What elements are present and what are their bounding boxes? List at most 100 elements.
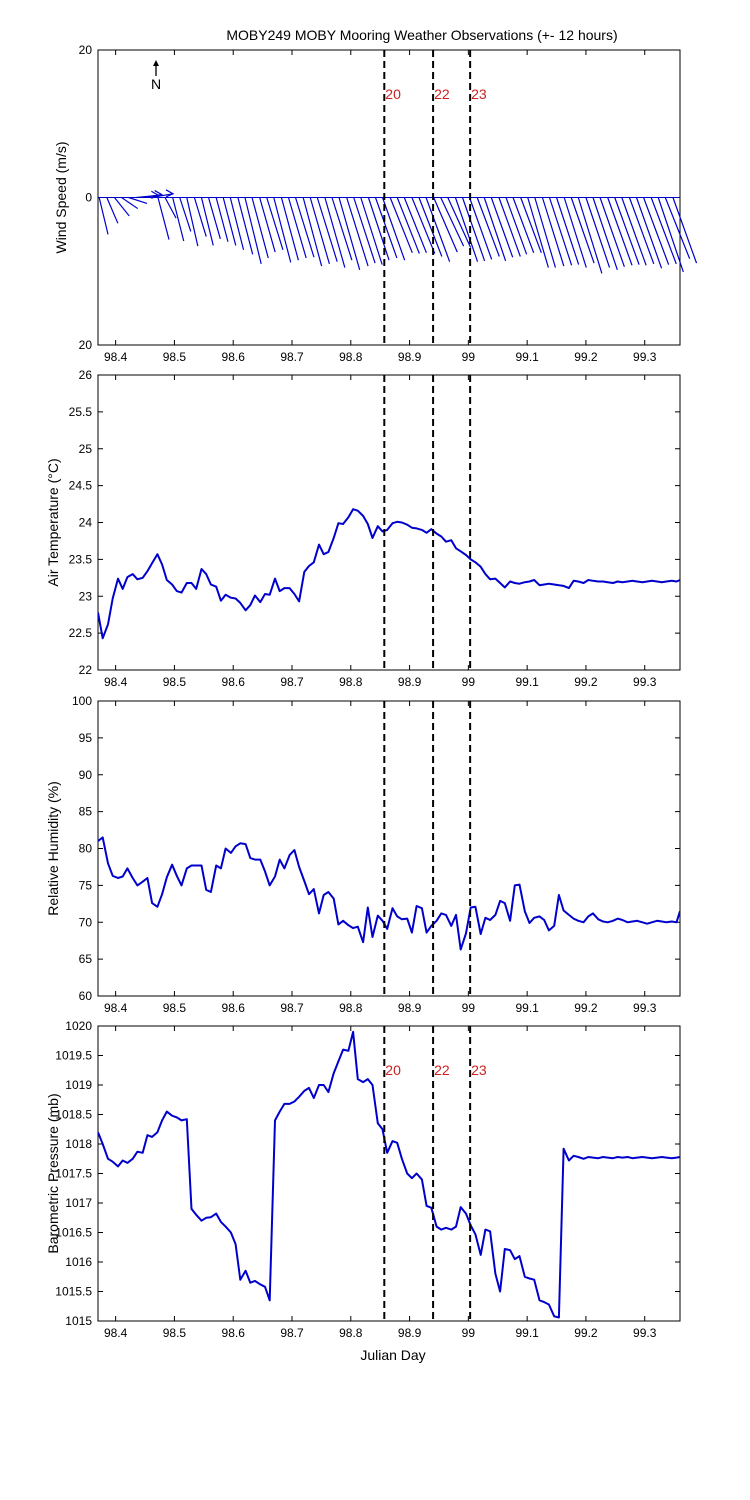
x-tick-label: 99.3	[633, 1001, 657, 1015]
wind-stick	[447, 197, 472, 248]
y-tick-label: 65	[79, 952, 93, 966]
wind-stick	[207, 197, 221, 239]
north-arrowhead-icon	[153, 60, 159, 66]
x-tick-label: 98.7	[280, 1326, 304, 1340]
x-tick-label: 98.9	[398, 675, 422, 689]
wind-stick	[389, 197, 413, 254]
x-tick-label: 99.3	[633, 350, 657, 364]
wind-stick	[433, 197, 458, 253]
x-tick-label: 98.7	[280, 1001, 304, 1015]
chart-panels: 20 0 20 98.4 98.5 98.6 98.7 98.8 98.9 99 99.1 99.2 9…	[45, 43, 698, 1340]
y-tick-label: 23	[79, 589, 93, 603]
wind-stick	[215, 197, 229, 242]
y-tick-label: 75	[79, 878, 93, 892]
x-tick-label: 99.2	[574, 675, 598, 689]
wind-stick	[599, 197, 625, 268]
y-tick-label: 100	[72, 694, 92, 708]
x-tick-label: 98.5	[163, 675, 187, 689]
panel-wind: 20 0 20 98.4 98.5 98.6 98.7 98.8 98.9 99 99.1 99.2 9…	[53, 43, 698, 364]
y-tick-label: 1019.5	[55, 1049, 92, 1063]
wind-stick	[157, 197, 170, 240]
wind-stick	[396, 197, 420, 254]
y-tick-label: 26	[79, 368, 93, 382]
wind-stick	[309, 197, 330, 265]
wind-stick	[650, 197, 677, 265]
y-tick-label: 85	[79, 805, 93, 819]
panel-barometric_pressure: 1015 1015.5 1016 1016.5 1017 1017.5 1018 1018.5…	[45, 1019, 681, 1340]
wind-stick	[113, 197, 130, 217]
wind-stick	[353, 197, 376, 264]
event-marker-label: 22	[434, 86, 450, 102]
x-tick-label: 98.6	[222, 350, 246, 364]
wind-stick	[483, 197, 507, 262]
y-tick-label: 80	[79, 842, 93, 856]
y-tick-label: 1019	[65, 1078, 92, 1092]
wind-stick	[346, 197, 369, 267]
y-tick-label: 22.5	[69, 626, 93, 640]
y-tick-label: 20	[79, 338, 93, 352]
wind-stick	[121, 197, 139, 210]
wind-stick	[172, 197, 185, 242]
wind-stick	[367, 197, 390, 261]
wind-stick	[251, 197, 269, 259]
x-tick-label: 98.9	[398, 1001, 422, 1015]
wind-stick	[150, 193, 174, 199]
wind-stick	[635, 197, 663, 269]
x-tick-label: 99.1	[515, 1001, 539, 1015]
event-marker-label: 23	[471, 86, 487, 102]
wind-stick	[563, 197, 587, 268]
wind-stick	[266, 197, 284, 251]
x-tick-label: 98.9	[398, 350, 422, 364]
y-axis-label: Wind Speed (m/s)	[53, 141, 69, 253]
y-tick-label: 1020	[65, 1019, 92, 1033]
y-tick-label: 1017	[65, 1196, 92, 1210]
wind-stick	[614, 197, 640, 265]
x-tick-label: 98.6	[222, 1001, 246, 1015]
x-tick-label: 98.9	[398, 1326, 422, 1340]
wind-stick	[468, 197, 493, 260]
x-tick-label: 99	[462, 1326, 476, 1340]
wind-stick	[498, 197, 521, 257]
y-tick-label: 70	[79, 915, 93, 929]
x-tick-label: 98.8	[339, 1326, 363, 1340]
wind-stick	[476, 197, 500, 257]
wind-stick	[411, 197, 436, 254]
data-series-line	[98, 1030, 680, 1319]
wind-stick	[280, 197, 299, 261]
wind-stick	[505, 197, 528, 255]
wind-stick	[193, 197, 207, 237]
y-tick-label: 25.5	[69, 405, 93, 419]
x-tick-label: 99.2	[574, 350, 598, 364]
y-tick-label: 1018.5	[55, 1108, 92, 1122]
y-tick-label: 90	[79, 768, 93, 782]
panel-relative_humidity: 60 65 70 75 80 85 90 95 100 98.4 98.5 98.6 98.7 98.8 9…	[45, 694, 681, 1015]
y-tick-label: 20	[79, 43, 93, 57]
wind-stick	[360, 197, 383, 265]
wind-stick	[664, 197, 691, 259]
wind-stick	[527, 197, 549, 268]
wind-stick	[461, 197, 486, 262]
wind-stick	[374, 197, 398, 259]
wind-stick	[454, 197, 479, 262]
wind-stick	[418, 197, 443, 257]
wind-stick	[440, 197, 465, 247]
x-tick-label: 98.7	[280, 675, 304, 689]
wind-stick	[548, 197, 573, 266]
wind-stick	[555, 197, 580, 265]
wind-stick	[534, 197, 557, 268]
x-tick-label: 99.2	[574, 1326, 598, 1340]
x-tick-label: 98.4	[104, 675, 128, 689]
event-marker-label: 20	[385, 1062, 401, 1078]
wind-stick	[143, 193, 162, 199]
y-tick-label: 23.5	[69, 552, 93, 566]
wind-stick	[106, 197, 119, 224]
event-marker-label: 20	[385, 86, 401, 102]
wind-stick	[585, 197, 611, 268]
y-tick-label: 22	[79, 663, 93, 677]
y-tick-label: 1015.5	[55, 1285, 92, 1299]
y-tick-label: 25	[79, 442, 93, 456]
y-axis-label: Relative Humidity (%)	[45, 781, 61, 916]
wind-stick	[331, 197, 353, 261]
wind-stick	[628, 197, 655, 265]
